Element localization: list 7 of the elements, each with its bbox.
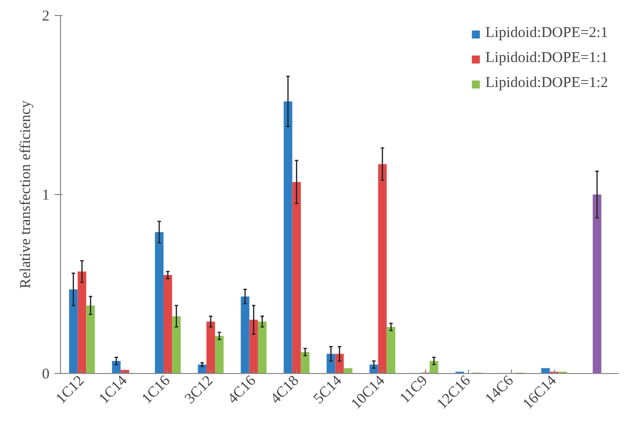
y-tick-label: 0 <box>42 366 50 382</box>
y-axis-title: Relative transfection efficiency <box>18 100 34 288</box>
legend-label: Lipidoid:DOPE=1:1 <box>485 50 608 67</box>
legend-label: Lipidoid:DOPE=2:1 <box>485 25 608 42</box>
y-tick-label: 2 <box>42 8 50 24</box>
y-tick-label: 1 <box>42 188 50 204</box>
legend-label: Lipidoid:DOPE=1:2 <box>485 75 608 92</box>
